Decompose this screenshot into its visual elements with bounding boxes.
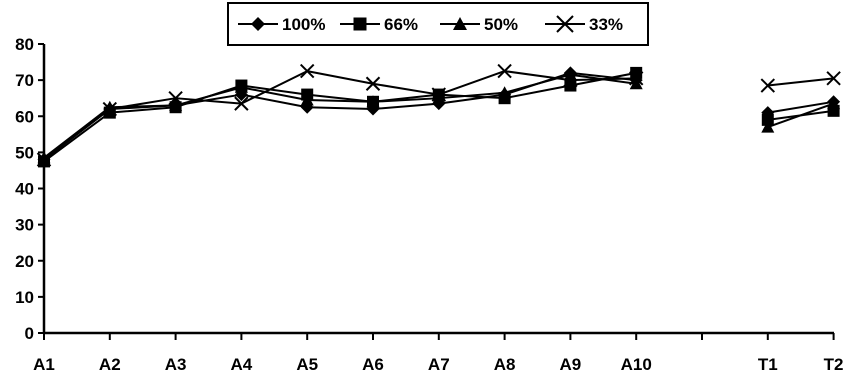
series-33pct-point-stroke xyxy=(36,152,52,167)
series-33pct-point xyxy=(365,76,381,91)
series-50pct-point xyxy=(169,98,183,111)
x-tick-label: A9 xyxy=(560,355,582,374)
series-33pct-point xyxy=(102,101,118,117)
series-markers xyxy=(36,63,841,168)
y-tick-label: 10 xyxy=(15,288,34,307)
series-33pct-point-stroke xyxy=(760,78,776,93)
series-33pct-point-stroke xyxy=(365,76,381,91)
series-100pct-line xyxy=(767,100,834,114)
y-tick-labels: 0 10 20 30 40 50 60 70 80 xyxy=(15,35,34,343)
x-tick-label: A1 xyxy=(33,355,55,374)
series-33pct-point xyxy=(826,71,841,86)
series-33pct-line xyxy=(767,77,834,87)
y-tick-label: 40 xyxy=(15,180,34,199)
series-66pct-line xyxy=(43,71,637,163)
series-33pct-point-stroke xyxy=(431,87,447,102)
series-33pct-point-stroke xyxy=(497,63,512,79)
series-50pct-point xyxy=(498,86,512,99)
x-tick-label: A8 xyxy=(494,355,516,374)
series-33pct-line xyxy=(43,70,637,161)
y-tick-label: 70 xyxy=(15,71,34,90)
x-tick-label: A5 xyxy=(296,355,318,374)
legend-marker-stroke xyxy=(556,15,574,33)
series-100pct-line xyxy=(43,71,637,161)
series-33pct-point xyxy=(234,96,249,111)
series-33pct-point xyxy=(563,72,578,88)
series-33pct-point-stroke xyxy=(102,101,118,117)
x-tick-label: A6 xyxy=(362,355,384,374)
legend-marker xyxy=(251,17,265,31)
x-tick-label: T2 xyxy=(824,355,844,374)
series-50pct-point xyxy=(300,93,314,106)
y-tick-label: 20 xyxy=(15,252,34,271)
legend-label: 33% xyxy=(589,15,623,34)
series-33pct-point-stroke xyxy=(563,72,578,88)
y-tick-label: 80 xyxy=(15,35,34,54)
series-33pct-point-stroke xyxy=(234,96,249,111)
series-50pct-line xyxy=(43,73,637,159)
y-tick-label: 0 xyxy=(25,324,34,343)
legend-label: 66% xyxy=(384,15,418,34)
series-33pct-point xyxy=(497,63,512,79)
legend: 100% 66% 50% 33% xyxy=(227,2,649,46)
series-33pct-point-stroke xyxy=(826,71,841,86)
series-66pct-point xyxy=(761,113,774,126)
series-33pct-point xyxy=(299,63,315,79)
series-33pct-point-stroke xyxy=(168,90,183,106)
x-tick-label: A10 xyxy=(621,355,652,374)
series-50pct-line xyxy=(767,102,834,129)
series-50pct-point xyxy=(366,95,380,108)
series-33pct-point xyxy=(760,78,776,93)
series-33pct-point-stroke xyxy=(299,63,315,79)
series-50pct-point xyxy=(761,120,775,133)
x-tick-label: A4 xyxy=(231,355,253,374)
series-33pct-point-stroke xyxy=(628,71,644,86)
series-33pct-point xyxy=(36,152,52,167)
legend-marker xyxy=(556,15,574,33)
legend-marker xyxy=(353,17,367,31)
x-tick-label: T1 xyxy=(758,355,778,374)
legend-marker xyxy=(453,17,467,30)
series-33pct-point xyxy=(628,71,644,86)
y-tick-label: 60 xyxy=(15,107,34,126)
series-50pct-point xyxy=(827,97,841,110)
series-50pct-point xyxy=(432,91,446,104)
series-33pct-point xyxy=(431,87,447,102)
axes xyxy=(38,43,835,340)
series-50pct-point xyxy=(103,100,117,113)
x-tick-labels: A1 A2 A3 A4 A5 A6 A7 A8 A9 A10 T1 T2 xyxy=(33,355,843,374)
x-tick-label: A7 xyxy=(428,355,450,374)
y-tick-label: 50 xyxy=(15,143,34,162)
x-tick-label: A2 xyxy=(99,355,121,374)
series-50pct-point xyxy=(37,151,51,164)
legend-label: 100% xyxy=(282,15,325,34)
series-50pct-point xyxy=(234,80,248,93)
series-50pct-point xyxy=(629,77,643,90)
y-tick-label: 30 xyxy=(15,216,34,235)
series-lines xyxy=(43,70,834,163)
legend-label: 50% xyxy=(484,15,518,34)
x-tick-label: A3 xyxy=(165,355,187,374)
series-33pct-point xyxy=(168,90,183,106)
